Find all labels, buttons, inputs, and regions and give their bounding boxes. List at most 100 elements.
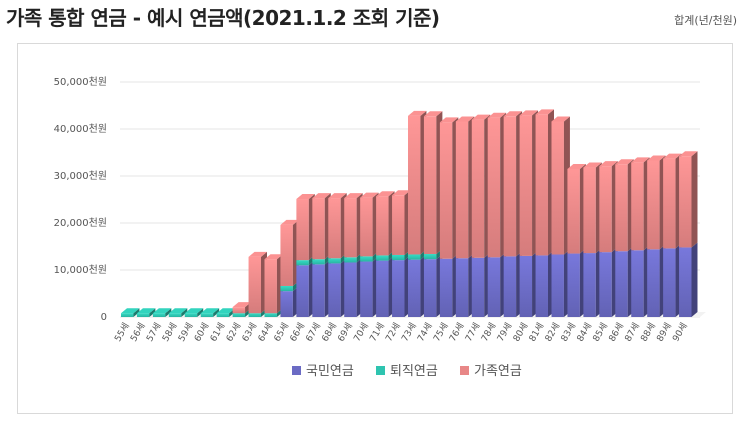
- bar-stack: [408, 110, 427, 317]
- bar-segment-퇴직연금: [423, 254, 437, 260]
- bar-segment-top: [583, 162, 602, 168]
- bar-segment-퇴직연금: [392, 254, 405, 261]
- bar-segment-국민연금: [280, 291, 293, 317]
- x-tick-label: 55세: [112, 321, 131, 344]
- bar-stack: [663, 153, 682, 317]
- bar-segment-국민연금: [519, 255, 533, 317]
- bar-segment-top: [392, 190, 411, 196]
- bar-stack: [647, 155, 666, 317]
- bar-segment-가족연금: [583, 167, 596, 254]
- x-tick-label: 61세: [208, 321, 227, 344]
- bar-segment-top: [328, 193, 347, 199]
- bar-segment-퇴직연금: [264, 313, 277, 317]
- bar-stack: [551, 116, 570, 317]
- bar-segment-가족연금: [439, 122, 453, 259]
- x-tick-label: 69세: [336, 321, 355, 344]
- bar-segment-퇴직연금: [344, 257, 357, 263]
- x-tick-label: 71세: [368, 321, 387, 344]
- bar-segment-국민연금: [487, 257, 501, 317]
- y-tick-label: 30,000천원: [54, 170, 107, 182]
- bar-segment-side: [213, 308, 220, 317]
- bar-segment-퇴직연금: [376, 255, 389, 261]
- x-tick-label: 75세: [431, 321, 450, 344]
- bar-segment-가족연금: [376, 196, 389, 256]
- bars: [121, 109, 698, 317]
- bar-segment-가족연금: [232, 307, 246, 314]
- bar-stack: [439, 117, 459, 317]
- x-tick-label: 57세: [144, 321, 163, 344]
- x-tick-label: 67세: [304, 321, 323, 344]
- bar-segment-가족연금: [615, 164, 628, 252]
- bar-stack: [152, 308, 172, 317]
- x-tick-label: 68세: [320, 321, 339, 344]
- bar-segment-가족연금: [535, 114, 548, 256]
- bar-stack: [599, 161, 618, 317]
- bar-segment-가족연금: [248, 256, 261, 314]
- bar-segment-퇴직연금: [121, 313, 134, 317]
- bar-stack: [168, 308, 188, 317]
- bar-segment-top: [487, 112, 507, 118]
- bar-segment-가족연금: [567, 168, 580, 254]
- x-tick-label: 77세: [463, 321, 482, 344]
- bar-segment-퇴직연금: [200, 313, 214, 317]
- bar-stack: [344, 193, 363, 317]
- bar-segment-가족연금: [647, 160, 660, 250]
- bar-stack: [312, 193, 331, 317]
- bar-stack: [423, 111, 443, 317]
- x-tick-label: 79세: [495, 321, 514, 344]
- bar-segment-side: [133, 308, 140, 317]
- bar-segment-국민연금: [679, 247, 692, 317]
- x-tick-label: 89세: [655, 321, 674, 344]
- bar-segment-국민연금: [423, 259, 437, 317]
- chart-title: 가족 통합 연금 - 예시 연금액(2021.1.2 조회 기준): [6, 6, 440, 30]
- bar-segment-가족연금: [296, 199, 309, 261]
- x-tick-labels: 55세56세57세58세59세60세61세62세63세64세65세66세67세6…: [112, 321, 689, 344]
- bar-segment-퇴직연금: [280, 285, 293, 292]
- bar-segment-side: [149, 308, 156, 317]
- bar-segment-가족연금: [280, 224, 293, 286]
- bar-segment-가족연금: [455, 121, 469, 259]
- bar-segment-가족연금: [408, 115, 421, 255]
- bar-segment-퇴직연금: [360, 256, 373, 262]
- bar-stack: [487, 112, 507, 317]
- bar-segment-top: [280, 219, 299, 225]
- bar-segment-top: [423, 111, 443, 117]
- x-tick-label: 87세: [623, 321, 642, 344]
- bar-segment-가족연금: [519, 115, 533, 256]
- x-tick-label: 81세: [527, 321, 546, 344]
- bar-segment-국민연금: [376, 260, 389, 317]
- bar-segment-가족연금: [423, 116, 437, 255]
- bar-segment-국민연금: [312, 264, 325, 317]
- x-tick-label: 85세: [591, 321, 610, 344]
- bar-segment-국민연금: [392, 260, 405, 317]
- bar-segment-퇴직연금: [408, 254, 421, 260]
- y-tick-label: 40,000천원: [54, 123, 107, 135]
- x-tick-label: 59세: [176, 321, 195, 344]
- bar-segment-국민연금: [471, 257, 485, 317]
- x-tick-label: 66세: [288, 321, 307, 344]
- legend-swatch-family: [460, 366, 469, 375]
- bar-segment-top: [168, 308, 188, 314]
- x-tick-label: 63세: [240, 321, 259, 344]
- bar-segment-퇴직연금: [168, 313, 182, 317]
- bar-segment-top: [631, 157, 650, 163]
- x-tick-label: 84세: [575, 321, 594, 344]
- x-tick-label: 73세: [399, 321, 418, 344]
- x-tick-label: 88세: [639, 321, 658, 344]
- x-tick-label: 86세: [607, 321, 626, 344]
- bar-segment-가족연금: [679, 156, 692, 248]
- bar-segment-국민연금: [567, 253, 580, 317]
- bar-segment-top: [408, 110, 427, 116]
- bar-stack: [583, 162, 602, 317]
- bar-segment-top: [535, 109, 554, 115]
- bar-segment-퇴직연금: [248, 313, 261, 317]
- bar-segment-국민연금: [551, 254, 564, 317]
- bar-stack: [519, 110, 539, 317]
- bar-segment-top: [184, 308, 204, 314]
- bar-segment-top: [455, 116, 475, 122]
- bar-stack: [360, 192, 379, 317]
- bar-segment-가족연금: [503, 116, 517, 257]
- bar-segment-top: [360, 192, 379, 198]
- x-tick-label: 58세: [160, 321, 179, 344]
